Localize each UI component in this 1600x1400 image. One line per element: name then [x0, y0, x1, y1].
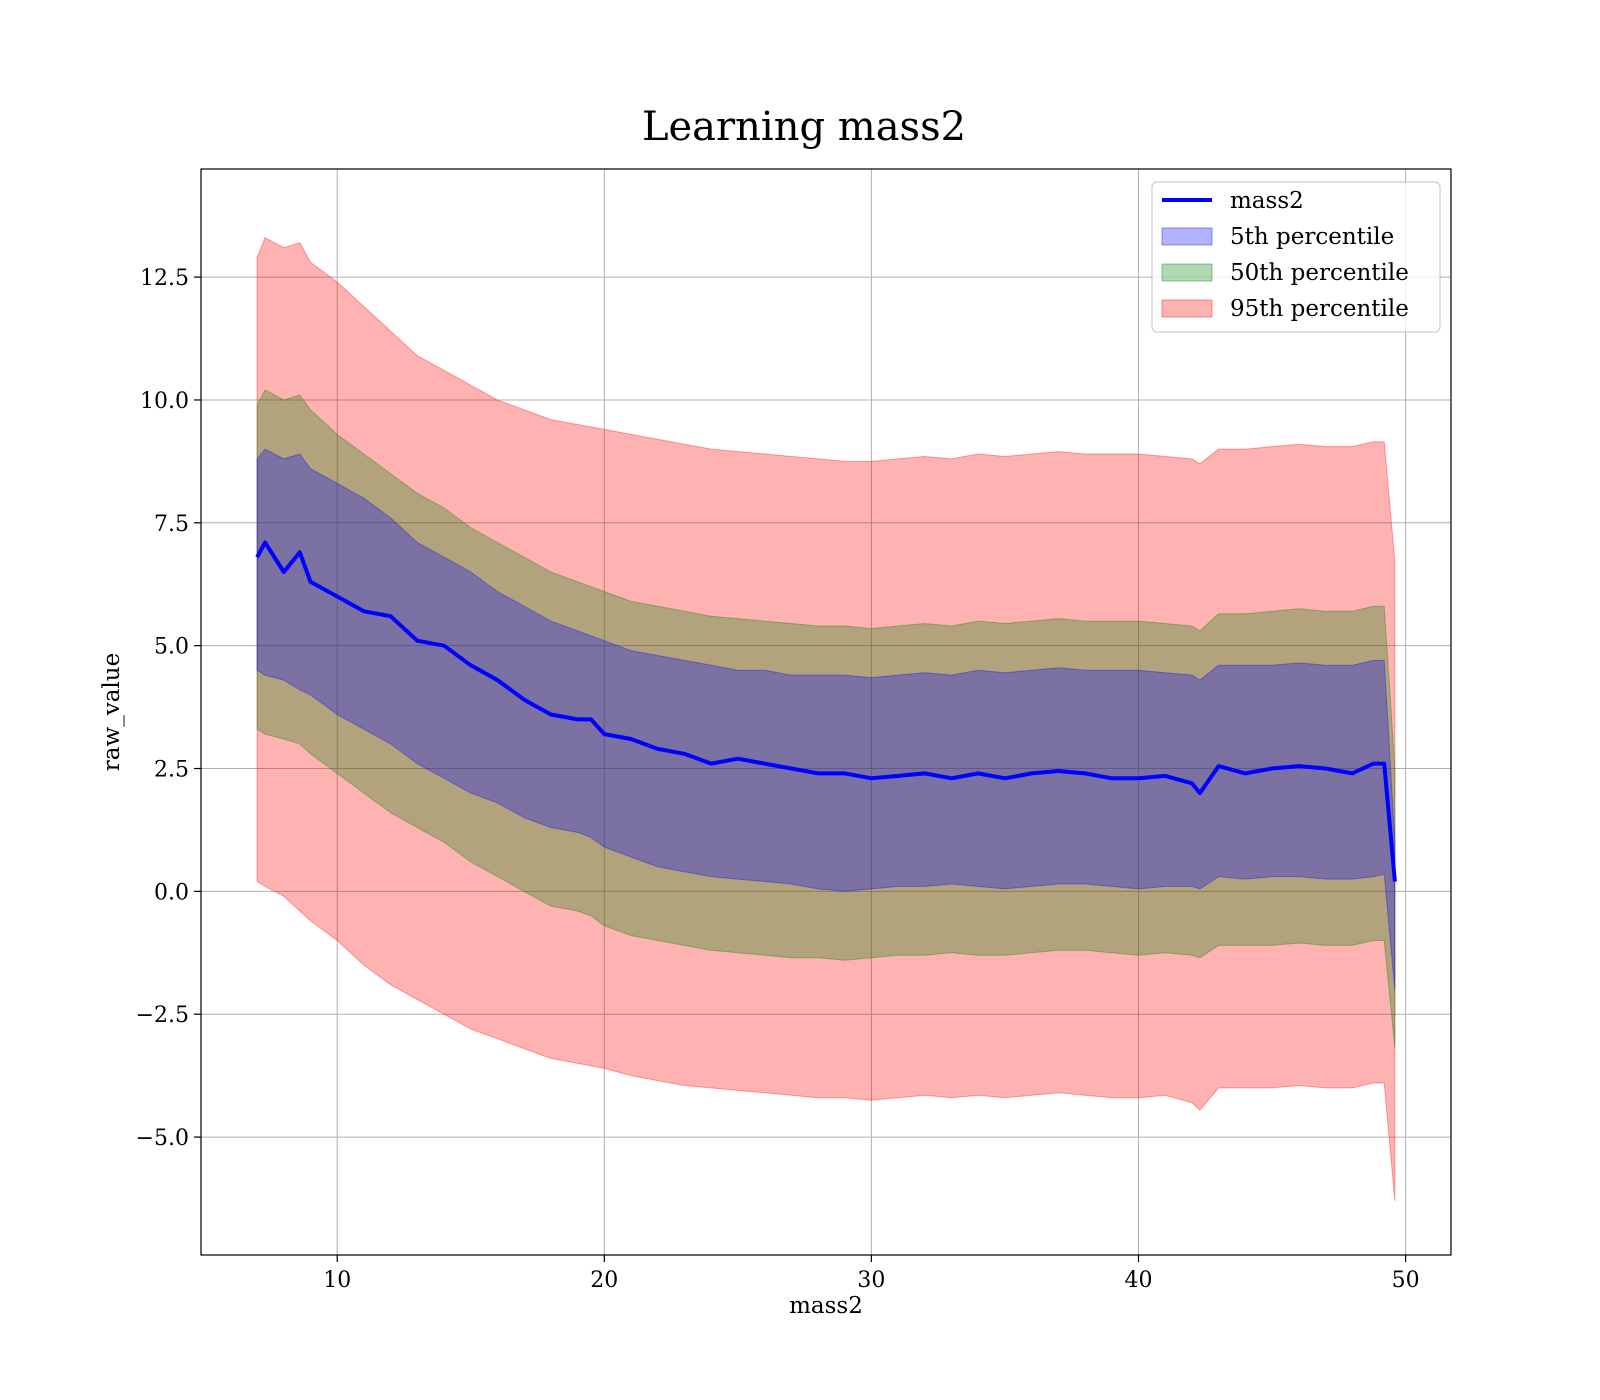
x-tick-label: 20 [590, 1268, 618, 1293]
y-tick-label: 10.0 [140, 389, 189, 414]
y-axis-ticks: −5.0 −2.5 0.0 2.5 5.0 7.5 10.0 12.5 [136, 266, 201, 1151]
plot-background [201, 169, 1451, 1255]
legend-label-5th-percentile: 5th percentile [1230, 224, 1394, 250]
x-axis-label: mass2 [789, 1293, 863, 1319]
y-tick-label: 7.5 [154, 512, 189, 537]
x-tick-label: 40 [1125, 1268, 1153, 1293]
legend-box [1151, 181, 1441, 333]
y-tick-label: −2.5 [136, 1003, 189, 1028]
band-5th-percentile [256, 448, 1396, 990]
series-lines [255, 540, 1397, 882]
grid [201, 169, 1451, 1255]
plot-area [200, 168, 1452, 1256]
plot-frame [200, 168, 1452, 1256]
legend-label-95th-percentile: 95th percentile [1230, 296, 1409, 322]
x-tick-label: 30 [857, 1268, 885, 1293]
legend: mass2 5th percentile 50th percentile 95t… [1151, 181, 1441, 333]
legend-swatch-50th-percentile [1161, 263, 1213, 282]
y-tick-label: 0.0 [154, 880, 189, 905]
x-tick-label: 50 [1392, 1268, 1420, 1293]
y-tick-label: 5.0 [154, 635, 189, 660]
legend-swatch-95th-percentile [1161, 299, 1213, 318]
percentile-bands [256, 237, 1396, 1201]
legend-label-50th-percentile: 50th percentile [1230, 260, 1409, 286]
band-95th-percentile [256, 237, 1396, 1201]
legend-label-mass2: mass2 [1230, 188, 1304, 214]
series-line-mass2 [255, 540, 1397, 882]
band-50th-percentile [256, 389, 1396, 1049]
legend-swatch-5th-percentile [1161, 227, 1213, 246]
y-tick-label: 12.5 [140, 266, 189, 291]
y-axis-label: raw_value [99, 653, 125, 771]
y-tick-label: −5.0 [136, 1126, 189, 1151]
chart-title: Learning mass2 [642, 104, 966, 150]
y-tick-label: 2.5 [154, 758, 189, 783]
x-tick-label: 10 [323, 1268, 351, 1293]
x-axis-ticks: 10 20 30 40 50 [323, 1255, 1420, 1293]
